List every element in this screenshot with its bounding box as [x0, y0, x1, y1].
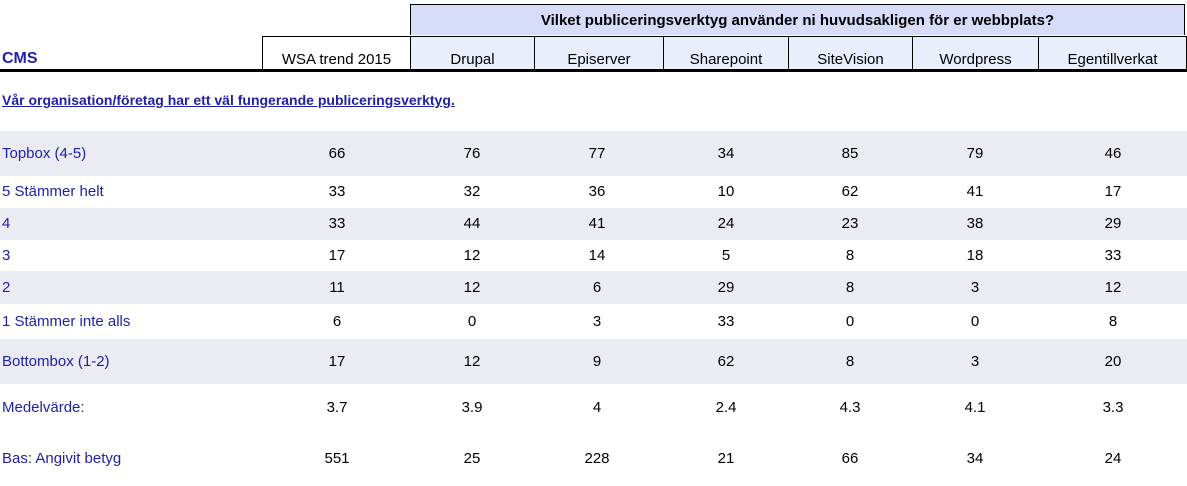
table-cell: 41 [966, 183, 984, 200]
column-header: WSA trend 2015 [262, 36, 410, 70]
table-cell: 12 [463, 353, 481, 370]
table-cell: 33 [717, 313, 735, 330]
row-label: Bas: Angivit betyg [2, 450, 122, 467]
table-cell: 17 [328, 353, 346, 370]
table-row: Topbox (4-5) 66 76 77 34 85 79 46 [0, 131, 1187, 176]
header-divider [0, 69, 1187, 72]
table-cell: 4.1 [964, 399, 986, 416]
row-label: 4 [2, 215, 11, 232]
table-cell: 33 [1104, 247, 1122, 264]
table-cell: 24 [717, 215, 735, 232]
table-cell: 3 [970, 353, 980, 370]
table-cell: 6 [592, 279, 602, 296]
table-cell: 36 [588, 183, 606, 200]
row-label: 2 [2, 279, 11, 296]
table-cell: 34 [717, 145, 735, 162]
table-cell: 8 [845, 247, 855, 264]
table-cell: 8 [845, 353, 855, 370]
table-cell: 2.4 [715, 399, 737, 416]
table-row: 4 33 44 41 24 23 38 29 [0, 208, 1187, 240]
table-cell: 33 [328, 215, 346, 232]
table-cell: 17 [1104, 183, 1122, 200]
column-header: Drupal [410, 36, 534, 70]
row-label: Topbox (4-5) [2, 145, 87, 162]
table-cell: 20 [1104, 353, 1122, 370]
table-cell: 25 [463, 450, 481, 467]
table-cell: 3 [592, 313, 602, 330]
row-label: 5 Stämmer helt [2, 183, 104, 200]
row-label: Medelvärde: [2, 399, 85, 416]
table-cell: 12 [463, 247, 481, 264]
table-cell: 38 [966, 215, 984, 232]
table-cell: 6 [332, 313, 342, 330]
table-cell: 3.3 [1102, 399, 1124, 416]
table-row: Bottombox (1-2) 17 12 9 62 8 3 20 [0, 339, 1187, 384]
row-label: 1 Stämmer inte alls [2, 313, 131, 330]
table-cell: 85 [841, 145, 859, 162]
table-cell: 76 [463, 145, 481, 162]
table-cell: 0 [467, 313, 477, 330]
table-cell: 9 [592, 353, 602, 370]
table-row: Bas: Angivit betyg 551 25 228 21 66 34 24 [0, 431, 1187, 486]
table-cell: 5 [721, 247, 731, 264]
table-cell: 8 [1108, 313, 1118, 330]
table-cell: 44 [463, 215, 481, 232]
table-cell: 4 [592, 399, 602, 416]
table-cell: 79 [966, 145, 984, 162]
table-cell: 11 [329, 279, 345, 296]
table-cell: 23 [841, 215, 859, 232]
table-cell: 29 [1104, 215, 1122, 232]
table-cell: 66 [841, 450, 859, 467]
table-cell: 18 [966, 247, 984, 264]
table-cell: 10 [717, 183, 735, 200]
table-row: 5 Stämmer helt 33 32 36 10 62 41 17 [0, 176, 1187, 208]
table-cell: 228 [584, 450, 610, 467]
table-cell: 24 [1104, 450, 1122, 467]
table-cell: 33 [328, 183, 346, 200]
table-cell: 62 [841, 183, 859, 200]
cms-title: CMS [2, 50, 38, 67]
row-label: Bottombox (1-2) [2, 353, 110, 370]
table-cell: 14 [588, 247, 606, 264]
table-cell: 551 [324, 450, 350, 467]
question-header: Vilket publiceringsverktyg använder ni h… [410, 4, 1185, 35]
table-cell: 12 [463, 279, 481, 296]
table-cell: 0 [845, 313, 855, 330]
table-cell: 3.7 [326, 399, 348, 416]
row-label: 3 [2, 247, 11, 264]
table-cell: 34 [966, 450, 984, 467]
table-row: 1 Stämmer inte alls 6 0 3 33 0 0 8 [0, 304, 1187, 339]
table-cell: 0 [970, 313, 980, 330]
column-header: Sharepoint [663, 36, 788, 70]
table-cell: 32 [463, 183, 481, 200]
table-cell: 62 [717, 353, 735, 370]
question-text: Vår organisation/företag har ett väl fun… [2, 92, 455, 108]
table-cell: 41 [588, 215, 606, 232]
column-header: Episerver [534, 36, 663, 70]
table-row: 2 11 12 6 29 8 3 12 [0, 271, 1187, 304]
column-header: Wordpress [912, 36, 1038, 70]
table-row: 3 17 12 14 5 8 18 33 [0, 240, 1187, 271]
table-cell: 77 [588, 145, 606, 162]
table-cell: 3.9 [461, 399, 483, 416]
table-cell: 4.3 [839, 399, 861, 416]
table-cell: 8 [845, 279, 855, 296]
column-header: Egentillverkat [1038, 36, 1187, 70]
table-cell: 29 [717, 279, 735, 296]
table-cell: 66 [328, 145, 346, 162]
column-header: SiteVision [788, 36, 912, 70]
table-cell: 17 [328, 247, 346, 264]
table-cell: 12 [1104, 279, 1122, 296]
table-cell: 46 [1104, 145, 1122, 162]
table-row: Medelvärde: 3.7 3.9 4 2.4 4.3 4.1 3.3 [0, 384, 1187, 431]
table-cell: 3 [970, 279, 980, 296]
table-cell: 21 [717, 450, 735, 467]
